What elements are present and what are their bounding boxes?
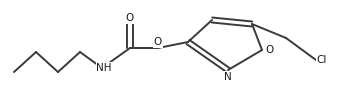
Text: O: O (266, 45, 274, 55)
Text: O: O (126, 13, 134, 23)
Text: NH: NH (96, 63, 112, 73)
Text: N: N (224, 72, 232, 82)
Text: O: O (154, 37, 162, 47)
Text: Cl: Cl (317, 55, 327, 65)
